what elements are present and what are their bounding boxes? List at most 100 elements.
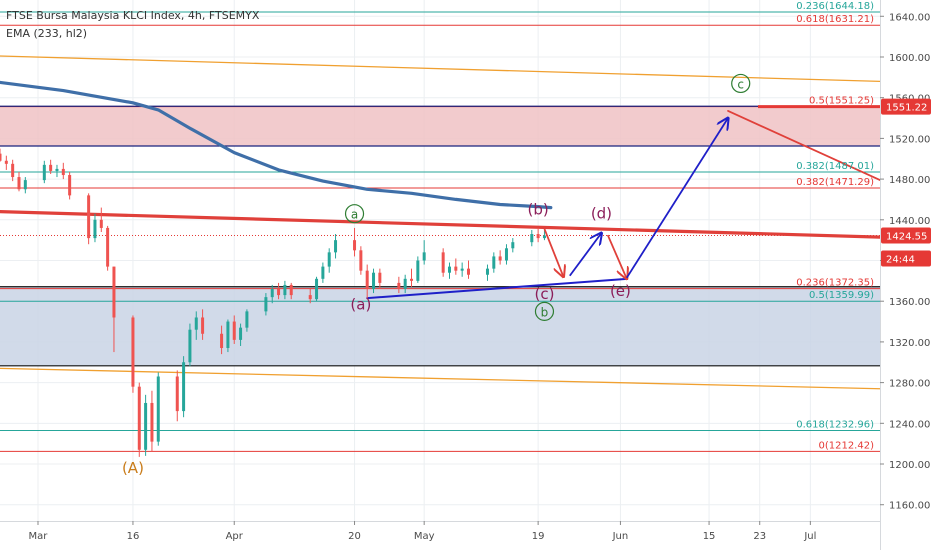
candle: [536, 227, 540, 243]
candle: [378, 268, 382, 289]
wave-text: c: [737, 77, 744, 91]
candle-body: [264, 297, 268, 312]
wave-circle: [731, 73, 751, 94]
trendline[interactable]: [0, 55, 881, 83]
candle: [99, 207, 103, 233]
wave-label: (e): [610, 282, 631, 300]
fib-label: 0.382(1487.01): [796, 161, 874, 172]
price-zone: [0, 286, 880, 366]
candle: [49, 159, 53, 175]
time-tick-label: 20: [348, 531, 361, 542]
candle-body: [188, 329, 192, 363]
wave-text: (A): [122, 459, 144, 477]
candle: [182, 356, 186, 418]
candle: [131, 315, 135, 393]
candle-body: [504, 248, 508, 261]
fib-labels: 0.236(1644.18) 0.618(1631.21) 0.5(1551.25)…: [796, 1, 874, 451]
price-tick-label: 1440.00: [889, 216, 930, 227]
candle-body: [416, 260, 420, 281]
price-tick-label: 1520.00: [889, 134, 930, 145]
candle-body: [150, 402, 154, 442]
price-tag-text: 1424.55: [886, 232, 927, 243]
wave-label: a: [344, 204, 365, 224]
candle-body: [17, 177, 21, 190]
candle: [226, 319, 230, 353]
price-tick-label: 1280.00: [889, 379, 930, 390]
trendlines[interactable]: [0, 55, 882, 390]
candle-body: [542, 235, 546, 239]
candle: [239, 323, 243, 346]
fib-label: 0(1212.42): [818, 440, 874, 451]
candle: [422, 240, 426, 265]
candle: [194, 311, 198, 340]
price-axis[interactable]: 1640.001600.001560.001520.001480.001440.…: [758, 0, 932, 550]
wave-text: (d): [591, 205, 612, 223]
candle-body: [447, 266, 451, 273]
forecast-arrow[interactable]: [626, 118, 728, 279]
wave-label: (d): [591, 205, 612, 223]
candle: [447, 262, 451, 279]
trendline[interactable]: [0, 367, 881, 390]
wave-labels: (A) a (a) (b) (c) b (d) (e) c: [122, 73, 751, 477]
candle: [245, 309, 249, 332]
candle: [4, 155, 8, 170]
candle-body: [397, 282, 401, 289]
price-axis-bg: [880, 0, 932, 550]
price-tick-label: 1600.00: [889, 53, 930, 64]
candle: [365, 264, 369, 300]
candle: [150, 390, 154, 452]
candle-body: [23, 180, 27, 190]
candle: [492, 252, 496, 273]
candle-body: [511, 242, 515, 249]
trendline[interactable]: [727, 110, 881, 182]
forecast-arrow[interactable]: [606, 234, 627, 279]
candle-body: [239, 327, 243, 340]
candle: [42, 160, 46, 184]
candle-body: [99, 219, 103, 228]
candle: [466, 260, 470, 279]
candle: [93, 213, 97, 243]
forecast-arrow[interactable]: [543, 228, 563, 277]
candle: [270, 284, 274, 304]
candle-body: [87, 195, 91, 239]
candle-body: [0, 153, 2, 161]
candle: [504, 244, 508, 265]
wave-text: (b): [528, 201, 549, 219]
ema-line: [0, 80, 553, 210]
candle: [308, 288, 312, 304]
candle: [87, 193, 91, 245]
price-tag-text: 24:44: [886, 254, 915, 265]
candle-body: [466, 268, 470, 275]
fib-label: 0.5(1359.99): [809, 290, 874, 301]
candle: [55, 164, 59, 178]
trendline[interactable]: [366, 277, 628, 300]
candle-body: [277, 288, 281, 296]
forecast-arrow[interactable]: [569, 233, 602, 277]
indicator-legend[interactable]: EMA (233, hl2): [6, 27, 88, 40]
wave-label: c: [731, 73, 751, 94]
candle: [61, 162, 65, 180]
candle: [144, 394, 148, 456]
price-tag-bg: [881, 227, 931, 244]
time-tick-label: 16: [127, 531, 140, 542]
price-tag: 24:44: [881, 250, 931, 267]
candle-body: [536, 234, 540, 239]
wave-circle: [534, 301, 555, 321]
price-tag: 1551.22: [881, 98, 931, 115]
wave-label: (c): [534, 285, 554, 303]
wave-label: b: [534, 301, 555, 321]
candle-body: [359, 250, 363, 271]
candle-body: [315, 278, 319, 300]
time-axis[interactable]: Mar 16 Apr 20 May 19 Jun 15 23 Jul: [0, 521, 880, 550]
price-tick-label: 1640.00: [889, 12, 930, 23]
trendline[interactable]: [0, 210, 882, 239]
time-tick-label: Mar: [29, 531, 49, 542]
candle: [403, 274, 407, 294]
candle-body: [270, 288, 274, 298]
forecast-arrows[interactable]: [543, 118, 728, 279]
candle-body: [42, 164, 46, 181]
candle: [498, 250, 502, 265]
